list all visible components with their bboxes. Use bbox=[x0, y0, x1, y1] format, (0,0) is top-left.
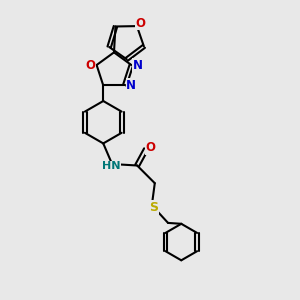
Text: HN: HN bbox=[102, 161, 121, 171]
Text: O: O bbox=[85, 58, 95, 71]
Text: N: N bbox=[126, 79, 136, 92]
Text: N: N bbox=[133, 58, 143, 71]
Text: S: S bbox=[149, 201, 158, 214]
Text: O: O bbox=[135, 17, 146, 30]
Text: O: O bbox=[146, 141, 155, 154]
